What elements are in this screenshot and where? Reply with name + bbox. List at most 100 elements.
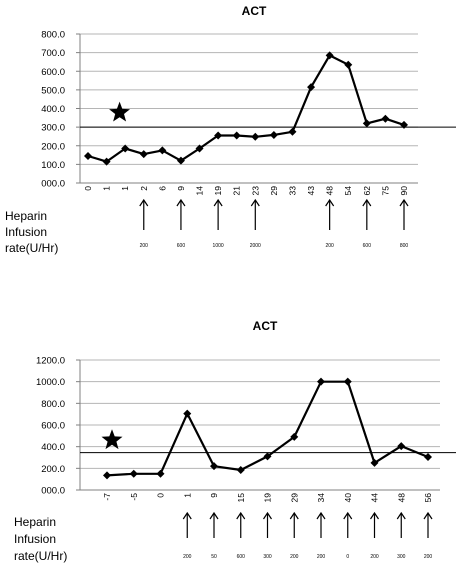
data-point (290, 432, 299, 441)
data-point (214, 131, 223, 140)
heparin-infusion-label: rate(U/Hr) (14, 549, 67, 563)
data-point (424, 452, 432, 461)
arrow-head (362, 198, 372, 207)
data-point (362, 119, 371, 128)
x-tick-label: -7 (102, 493, 112, 501)
infusion-rate-label: 200 (140, 243, 149, 249)
infusion-rate-label: 2000 (250, 243, 261, 249)
data-point (381, 114, 390, 123)
data-point (325, 51, 334, 60)
act-chart-1: ACT 000.0 100.0 200.0 300.0 400.0 500.0 600.0 70… (5, 4, 456, 255)
x-tick-label: 19 (213, 186, 223, 196)
x-tick-label: 29 (269, 186, 279, 196)
x-tick-label: 29 (289, 493, 299, 503)
x-tick-label: 33 (287, 186, 297, 196)
infusion-arrow-icon (250, 198, 260, 230)
arrow-head (316, 511, 326, 520)
arrow-head (209, 511, 219, 520)
x-tick-label: 1 (102, 186, 112, 191)
y-tick-label: 000.0 (41, 179, 65, 190)
infusion-rate-label: 200 (370, 554, 379, 560)
infusion-arrow-icon (263, 511, 272, 538)
x-tick-label: 62 (362, 186, 372, 196)
data-point (370, 458, 379, 467)
arrow-head (139, 198, 149, 207)
arrow-head (236, 511, 246, 520)
x-tick-label: 48 (325, 186, 335, 196)
y-tick-label: 000.0 (41, 486, 65, 497)
infusion-rate-label: 200 (290, 554, 299, 560)
y-tick-label: 200.0 (41, 141, 65, 152)
data-point (400, 120, 408, 129)
infusion-arrow-icon (213, 198, 223, 230)
arrow-head (399, 198, 409, 207)
series-line (87, 54, 405, 163)
y-tick-label: 800.0 (41, 30, 65, 41)
y-tick-label: 500.0 (41, 85, 65, 96)
heparin-infusion-label: rate(U/Hr) (5, 241, 58, 255)
infusion-arrow-icon (362, 198, 372, 230)
chart-title: ACT (253, 319, 278, 333)
data-point (397, 442, 406, 451)
y-tick-label: 700.0 (41, 48, 65, 59)
data-point (84, 151, 92, 160)
arrow-head (182, 511, 192, 520)
data-point (251, 132, 260, 141)
data-point (102, 157, 111, 166)
data-point (210, 462, 218, 471)
infusion-arrow-icon (182, 511, 192, 538)
infusion-rate-label: 600 (177, 243, 186, 249)
arrow-head (289, 511, 299, 520)
infusion-rate-label: 0 (346, 554, 349, 560)
infusion-arrow-icon (343, 511, 353, 538)
infusion-arrow-icon (423, 511, 433, 538)
act-chart-2: ACT 000.0 200.0 400.0 600.0 800.0 1000.0 1200.0… (14, 319, 456, 563)
infusion-arrow-icon (316, 511, 326, 538)
infusion-arrow-icon (289, 511, 299, 538)
y-tick-label: 300.0 (41, 123, 65, 134)
x-tick-label: -5 (129, 493, 139, 501)
x-tick-label: 40 (343, 493, 353, 503)
y-tick-label: 400.0 (41, 442, 65, 453)
infusion-rate-label: 1000 (213, 243, 224, 249)
data-point (195, 144, 204, 153)
arrow-head (423, 511, 433, 520)
infusion-arrow-icon (396, 511, 406, 538)
heparin-infusion-label: Infusion (14, 532, 56, 546)
infusion-arrow-icon (139, 198, 149, 230)
infusion-rate-label: 600 (237, 554, 246, 560)
data-point (269, 130, 278, 139)
data-point (317, 377, 325, 386)
y-tick-label: 400.0 (41, 104, 65, 115)
chart-title: ACT (242, 4, 267, 18)
x-tick-label: 75 (380, 186, 390, 196)
x-tick-label: 9 (176, 186, 186, 191)
data-point (139, 150, 148, 159)
x-tick-label: 0 (156, 493, 166, 498)
x-tick-label: 1 (120, 186, 130, 191)
y-tick-label: 1200.0 (36, 356, 65, 367)
x-tick-label: 19 (263, 493, 273, 503)
data-point (158, 146, 167, 155)
star-icon (109, 101, 130, 122)
infusion-arrow-icon (370, 511, 379, 538)
x-tick-label: 90 (399, 186, 409, 196)
x-tick-label: 34 (316, 493, 326, 503)
infusion-rate-label: 200 (183, 554, 192, 560)
infusion-rate-label: 200 (317, 554, 326, 560)
x-tick-label: 54 (343, 186, 353, 196)
data-point (263, 452, 272, 461)
infusion-arrow-icon (236, 511, 246, 538)
infusion-rate-label: 300 (263, 554, 272, 560)
infusion-arrow-icon (176, 198, 186, 230)
x-tick-label: 44 (370, 493, 380, 503)
arrow-head (343, 511, 353, 520)
arrow-head (396, 511, 406, 520)
x-tick-label: 0 (83, 186, 93, 191)
arrow-head (325, 198, 335, 207)
infusion-rate-label: 800 (400, 243, 409, 249)
arrow-head (370, 511, 379, 520)
y-tick-label: 600.0 (41, 67, 65, 78)
arrow-head (263, 511, 272, 520)
